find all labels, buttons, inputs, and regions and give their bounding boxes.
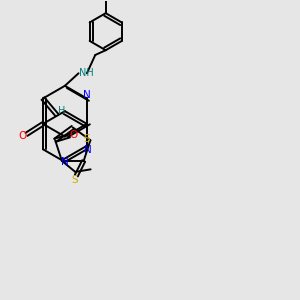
Text: O: O: [18, 131, 26, 141]
Text: S: S: [83, 134, 90, 144]
Text: S: S: [71, 175, 78, 184]
Text: N: N: [84, 145, 91, 155]
Text: O: O: [69, 130, 77, 140]
Text: N: N: [83, 90, 91, 100]
Text: N: N: [61, 158, 69, 167]
Text: H: H: [58, 106, 66, 116]
Text: NH: NH: [79, 68, 93, 78]
